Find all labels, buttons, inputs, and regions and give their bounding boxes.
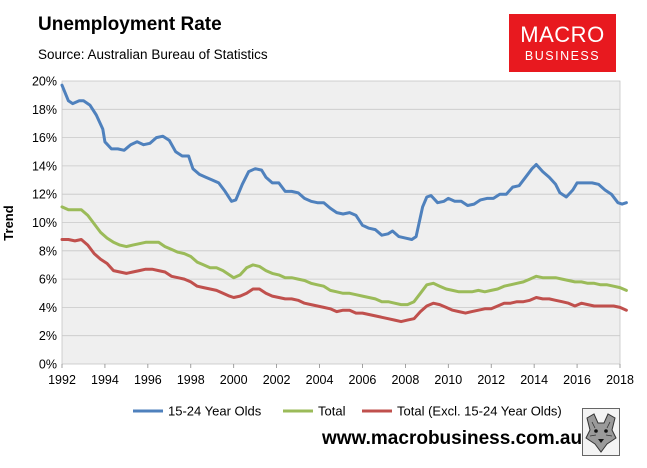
x-tick-label: 2014 (520, 373, 548, 387)
logo-line-macro: MACRO (520, 22, 605, 47)
x-tick-label: 2016 (563, 373, 591, 387)
y-tick-label: 10% (32, 216, 57, 230)
y-tick-label: 6% (39, 273, 57, 287)
x-tick-label: 2012 (477, 373, 505, 387)
x-tick-label: 2004 (306, 373, 334, 387)
x-tick-labels: 1992 1994 1996 1998 2000 2002 2004 2006 2008 2010… (48, 364, 634, 387)
x-tick-label: 1992 (48, 373, 76, 387)
legend-label-2: Total (Excl. 15-24 Year Olds) (397, 404, 562, 419)
x-tick-label: 1996 (134, 373, 162, 387)
x-tick-label: 2006 (349, 373, 377, 387)
x-tick-label: 2002 (263, 373, 291, 387)
y-tick-label: 20% (32, 75, 57, 89)
y-tick-label: 14% (32, 159, 57, 173)
x-tick-label: 1994 (91, 373, 119, 387)
series-lines (60, 83, 628, 324)
x-tick-label: 2018 (606, 373, 634, 387)
x-tick-label: 2000 (220, 373, 248, 387)
chart-title: Unemployment Rate (38, 14, 222, 35)
y-tick-label: 8% (39, 244, 57, 258)
x-tick-label: 2010 (434, 373, 462, 387)
legend-label-0: 15-24 Year Olds (168, 404, 262, 419)
y-axis-label: Trend (1, 205, 16, 240)
legend-label-1: Total (318, 404, 346, 419)
y-tick-label: 18% (32, 103, 57, 117)
website-url: www.macrobusiness.com.au (322, 428, 583, 449)
y-tick-label: 4% (39, 301, 57, 315)
y-tick-label: 0% (39, 358, 57, 372)
y-tick-label: 2% (39, 329, 57, 343)
y-tick-label: 16% (32, 131, 57, 145)
x-tick-label: 1998 (177, 373, 205, 387)
y-tick-labels: 0% 2% 4% 6% 8% 10% 12% 14% 16% 18% 20% (32, 75, 57, 372)
chart-legend: 15-24 Year Olds Total Total (Excl. 15-24 Y… (133, 404, 562, 419)
series-line-1 (60, 205, 628, 307)
macrobusiness-logo: MACRO BUSINESS (509, 14, 616, 72)
x-tick-label: 2008 (391, 373, 419, 387)
series-line-2 (60, 238, 628, 324)
y-tick-label: 12% (32, 188, 57, 202)
chart-subtitle: Source: Australian Bureau of Statistics (38, 47, 268, 62)
series-line-0 (60, 83, 628, 241)
wolf-logo-icon (582, 408, 620, 456)
logo-line-business: BUSINESS (524, 49, 601, 63)
